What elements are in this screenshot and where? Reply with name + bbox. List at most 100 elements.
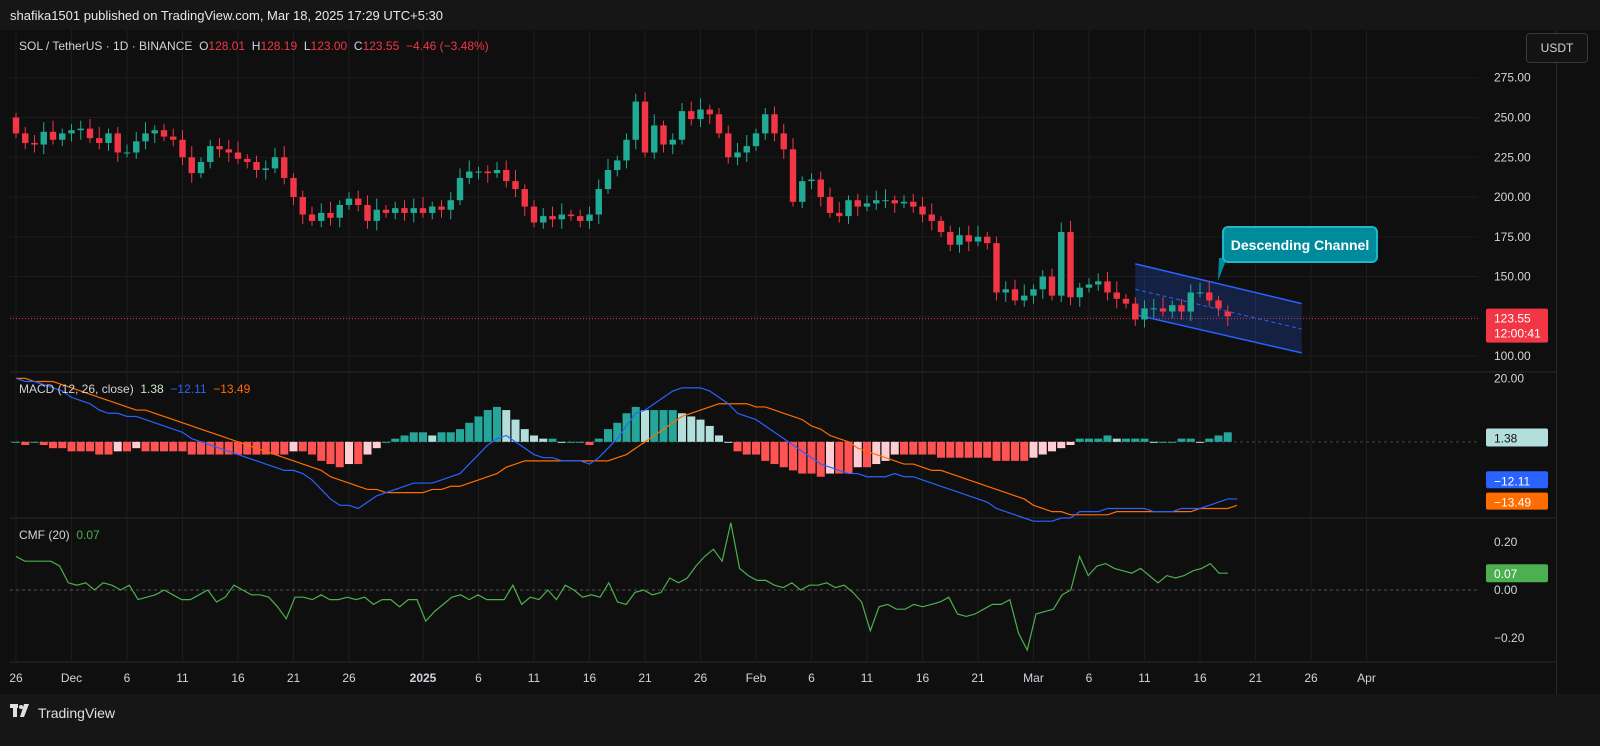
candle — [863, 195, 871, 212]
macd-signal-line — [16, 377, 1238, 516]
cmf-value-tag-text: 0.07 — [1494, 567, 1518, 581]
candle — [123, 144, 131, 158]
candle — [225, 139, 232, 163]
candle — [59, 128, 66, 147]
chart-area[interactable]: 100.00 150.00 175.00 200.00 225.00 250.00 275.… — [9, 30, 1557, 694]
candle — [253, 155, 260, 178]
macd-hist-tag: 1.38 — [1486, 428, 1548, 447]
candle-body — [974, 236, 982, 242]
candle-body — [281, 157, 288, 178]
x-tick-label: 11 — [176, 671, 189, 685]
macd-histogram-bar — [502, 410, 511, 442]
macd-histogram-bar — [511, 419, 520, 442]
candle-body — [567, 214, 575, 217]
candle — [752, 128, 760, 151]
macd-histogram-bar — [409, 432, 418, 442]
candle-body — [188, 157, 195, 174]
candle — [549, 206, 556, 228]
candle-body — [1178, 305, 1185, 312]
candle — [1085, 278, 1093, 293]
chart-svg[interactable]: 100.00 150.00 175.00 200.00 225.00 250.00 275.… — [9, 30, 1556, 694]
candle-body — [336, 204, 343, 218]
signal-value-tag: −13.49 — [1486, 492, 1548, 510]
candle-body — [1002, 289, 1009, 293]
x-tick-label: Dec — [61, 671, 82, 685]
candle-body — [345, 198, 353, 205]
macd-histogram-bar — [419, 432, 427, 442]
candle — [965, 225, 972, 252]
x-tick-label: Mar — [1023, 671, 1044, 685]
candle-body — [59, 133, 66, 140]
x-tick-label: 11 — [528, 671, 541, 685]
last-price-tag-bg — [1486, 308, 1548, 343]
candle-body — [734, 152, 741, 158]
macd-histogram-bar — [1020, 441, 1029, 461]
channel-lower-line — [1135, 314, 1302, 354]
candle-body — [429, 206, 436, 213]
candle — [577, 209, 584, 228]
candle — [567, 209, 575, 221]
macd-hist-tag-text: 1.38 — [1494, 431, 1518, 445]
candle — [1224, 305, 1231, 326]
currency-button[interactable]: USDT — [1526, 33, 1588, 63]
macd-histogram-bar — [197, 441, 205, 455]
candle — [891, 195, 898, 213]
macd-histogram-bar — [585, 441, 594, 445]
candle-body — [854, 200, 861, 207]
macd-histogram-bar — [604, 429, 612, 442]
candle — [364, 195, 371, 229]
candle-body — [725, 133, 732, 158]
candle — [299, 190, 306, 225]
candle — [382, 204, 390, 218]
candle — [493, 162, 501, 178]
macd-histogram-bar — [613, 422, 622, 442]
candle — [40, 122, 47, 155]
candle-body — [900, 201, 908, 204]
candle-body — [632, 101, 639, 140]
macd-histogram-bar — [1168, 441, 1177, 443]
candle-body — [743, 146, 750, 153]
open-label: O — [199, 39, 209, 53]
candle-body — [225, 149, 232, 153]
change-value: −4.46 (−3.48%) — [405, 39, 489, 53]
candle — [1132, 297, 1139, 326]
candle — [1030, 284, 1037, 304]
candle — [355, 190, 362, 212]
callout-pointer — [1218, 258, 1227, 281]
macd-histogram-bar — [983, 441, 992, 458]
candle — [410, 198, 417, 223]
macd-value-tag-text: −12.11 — [1494, 474, 1530, 488]
candle — [678, 103, 686, 145]
candle — [503, 160, 510, 188]
candle — [484, 165, 491, 183]
candle — [882, 189, 889, 209]
candle-body — [780, 133, 787, 150]
descending-channel-callout[interactable]: Descending Channel — [1222, 226, 1378, 263]
candle — [170, 128, 177, 147]
candle-body — [623, 139, 630, 161]
candle — [1178, 298, 1185, 320]
candle-body — [549, 216, 556, 220]
candle — [873, 190, 880, 210]
tradingview-logo[interactable]: TradingView — [10, 704, 115, 721]
candle — [207, 139, 214, 169]
candle — [142, 122, 149, 150]
candle — [160, 123, 168, 142]
macd-histogram-bar — [1094, 438, 1103, 442]
candle-body — [68, 130, 75, 134]
candle-body — [1150, 308, 1157, 310]
candle — [604, 158, 612, 194]
macd-histogram-bar — [224, 441, 233, 455]
macd-histogram-bar — [863, 441, 871, 468]
tradingview-logo-text: TradingView — [38, 704, 116, 721]
candle — [706, 104, 713, 124]
candle — [438, 200, 445, 218]
candle — [188, 146, 195, 183]
candle — [1058, 222, 1065, 303]
candle-body — [160, 130, 168, 137]
x-tick-label: 21 — [1249, 671, 1263, 685]
candle-body — [49, 131, 57, 140]
macd-histogram-bar — [1038, 441, 1047, 455]
footer-bar — [0, 694, 1600, 746]
macd-histogram-bar — [641, 410, 649, 442]
